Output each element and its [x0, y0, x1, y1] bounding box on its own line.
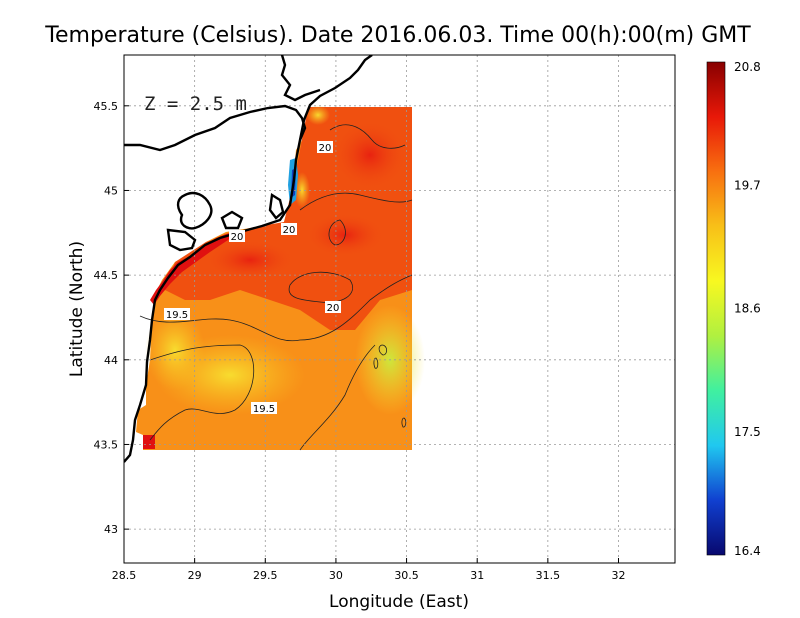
contour-east-eddy-3 — [401, 417, 407, 428]
x-tick-label: 31.5 — [536, 569, 561, 582]
contour-east-eddy-2 — [373, 357, 379, 369]
lagoon-small — [220, 210, 244, 230]
colorbar-tick-label: 17.5 — [734, 425, 761, 439]
x-tick-label: 30 — [329, 569, 343, 582]
coastal-warm-cell-south — [143, 435, 155, 449]
colorbar-tick-label: 18.6 — [734, 302, 761, 316]
x-tick-label: 28.5 — [112, 569, 137, 582]
contour-20-patch — [328, 219, 346, 246]
colorbar-tick-label: 19.7 — [734, 178, 761, 192]
contour-20-northeast — [299, 192, 413, 211]
contour-label: 20 — [327, 303, 340, 314]
warm-core-north — [332, 120, 408, 190]
y-tick-label: 43.5 — [94, 438, 119, 451]
cool-patch-north — [306, 105, 330, 125]
x-tick-label: 29.5 — [253, 569, 278, 582]
coastline-main — [124, 55, 373, 463]
contour-lines — [139, 124, 413, 451]
x-tick-label: 29 — [188, 569, 202, 582]
contour-19-5-south — [149, 344, 255, 441]
colorbar-ticks: 20.8 19.7 18.6 17.5 16.4 — [734, 60, 761, 558]
y-axis-label: Latitude (North) — [67, 241, 87, 377]
y-tick-label: 44.5 — [94, 269, 119, 282]
x-tick-label: 31 — [470, 569, 484, 582]
contour-label-group: 20 20 20 20 19.5 19.5 — [164, 141, 341, 415]
coastline-north-bay — [124, 104, 307, 152]
coastline-delta — [280, 55, 321, 102]
plot-border — [123, 54, 676, 564]
contour-20-top — [329, 124, 406, 149]
x-axis-ticks: 28.5 29 29.5 30 30.5 31 31.5 32 — [112, 558, 625, 582]
colorbar — [706, 61, 726, 556]
chart-title: Temperature (Celsius). Date 2016.06.03. … — [44, 23, 751, 48]
contour-label: 20 — [319, 143, 332, 154]
contour-label: 19.5 — [166, 310, 188, 321]
contour-label: 20 — [231, 232, 244, 243]
contour-19-5-east — [299, 344, 376, 451]
y-tick-label: 44 — [104, 354, 118, 367]
x-tick-label: 30.5 — [394, 569, 419, 582]
contour-label: 19.5 — [253, 404, 275, 415]
contour-label: 20 — [283, 225, 296, 236]
lagoon-coast — [268, 192, 285, 220]
depth-label: Z = 2.5 m — [144, 93, 247, 115]
contour-east-eddy — [378, 344, 388, 356]
y-tick-label: 43 — [104, 523, 118, 536]
contour-20-loop — [288, 271, 353, 303]
cool-patch-west — [145, 310, 205, 390]
y-tick-label: 45.5 — [94, 100, 119, 113]
coastline — [124, 55, 373, 463]
x-axis-label: Longitude (East) — [329, 592, 469, 612]
x-tick-label: 32 — [611, 569, 625, 582]
warm-core-west — [205, 240, 295, 280]
contour-19-5-north — [139, 274, 413, 342]
cool-patch-coast — [294, 172, 310, 208]
y-tick-label: 45 — [104, 184, 118, 197]
colorbar-tick-label: 16.4 — [734, 544, 761, 558]
lagoon-south — [166, 228, 197, 252]
lagoon — [176, 191, 213, 230]
y-axis-ticks: 43 43.5 44 44.5 45 45.5 — [94, 100, 129, 536]
grid-lines — [124, 55, 675, 563]
colorbar-tick-label: 20.8 — [734, 60, 761, 74]
